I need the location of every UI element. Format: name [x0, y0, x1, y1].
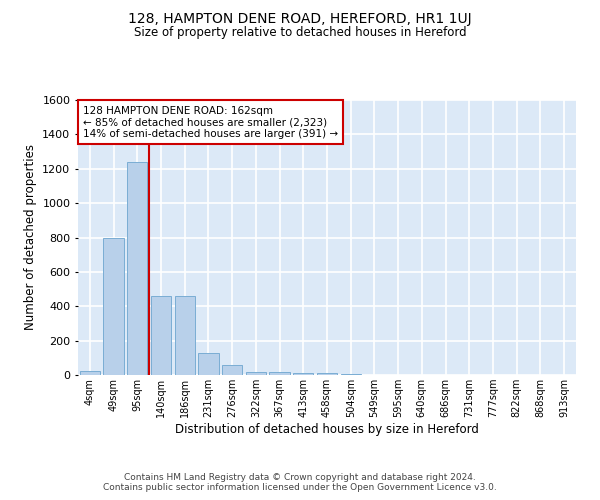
- Text: 128 HAMPTON DENE ROAD: 162sqm
← 85% of detached houses are smaller (2,323)
14% o: 128 HAMPTON DENE ROAD: 162sqm ← 85% of d…: [83, 106, 338, 138]
- Text: Contains HM Land Registry data © Crown copyright and database right 2024.
Contai: Contains HM Land Registry data © Crown c…: [103, 473, 497, 492]
- Text: Size of property relative to detached houses in Hereford: Size of property relative to detached ho…: [134, 26, 466, 39]
- Bar: [222, 364, 242, 375]
- Bar: [80, 370, 100, 375]
- X-axis label: Distribution of detached houses by size in Hereford: Distribution of detached houses by size …: [175, 423, 479, 436]
- Bar: [127, 162, 148, 375]
- Y-axis label: Number of detached properties: Number of detached properties: [23, 144, 37, 330]
- Bar: [317, 374, 337, 375]
- Bar: [175, 296, 195, 375]
- Bar: [199, 352, 218, 375]
- Bar: [151, 296, 171, 375]
- Bar: [246, 372, 266, 375]
- Bar: [293, 374, 313, 375]
- Bar: [269, 372, 290, 375]
- Bar: [103, 238, 124, 375]
- Text: 128, HAMPTON DENE ROAD, HEREFORD, HR1 1UJ: 128, HAMPTON DENE ROAD, HEREFORD, HR1 1U…: [128, 12, 472, 26]
- Bar: [341, 374, 361, 375]
